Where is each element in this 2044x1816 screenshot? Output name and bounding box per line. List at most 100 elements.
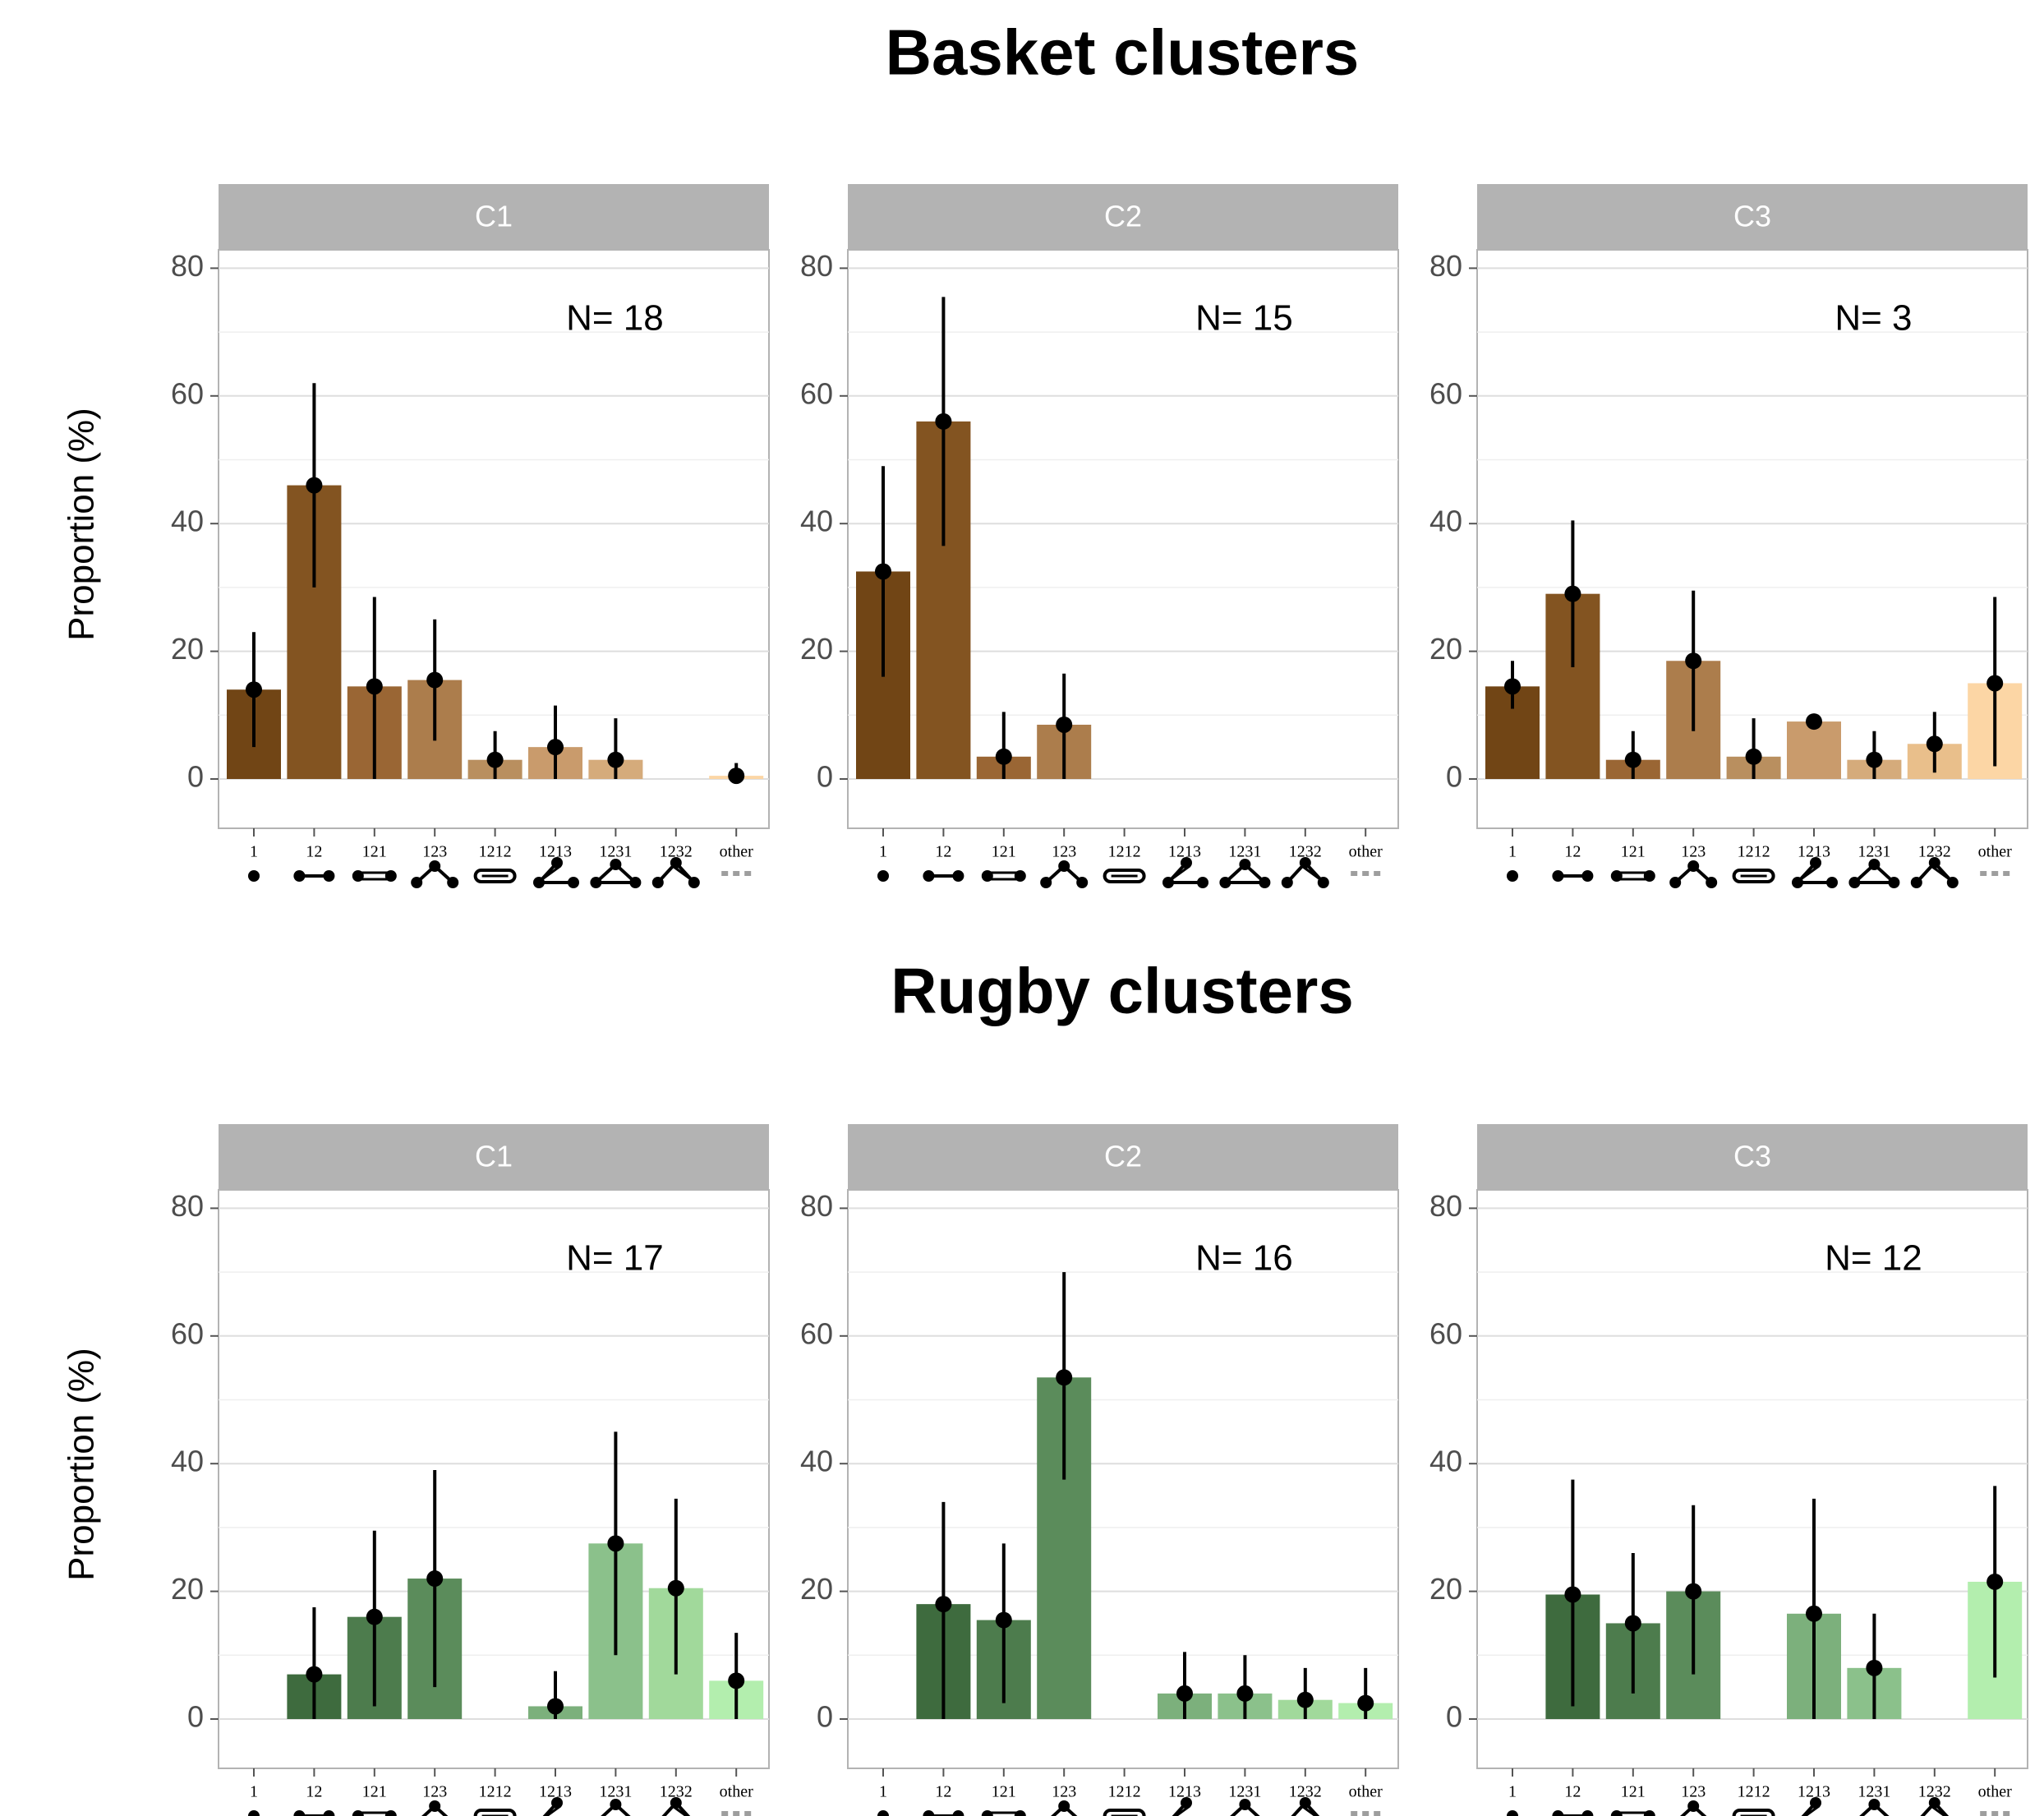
x-tick-label: 1213 [1168,1783,1201,1801]
y-tick-label: 0 [187,760,204,794]
cross-triangle-icon [533,857,579,888]
pair-icon [1552,1810,1594,1816]
y-tick-label: 80 [171,1189,204,1223]
y-tick-label: 80 [800,1189,833,1223]
point-1213 [547,739,564,756]
x-tick-label: 1231 [599,843,632,861]
triangle-cross-icon [1920,1797,1950,1816]
facet-label: C1 [475,1140,513,1173]
dot-icon [877,870,889,882]
x-tick-label: 1231 [1858,843,1890,861]
cross-triangle-icon [1792,857,1838,888]
x-tick-label: 1231 [599,1783,632,1801]
ellipsis-icon [1980,1811,2010,1816]
point-1232 [667,1579,684,1597]
point-1 [1504,678,1521,695]
y-tick-label: 0 [817,1700,833,1734]
pair-icon [1552,870,1594,882]
y-tick-label: 40 [1429,1445,1462,1478]
cross-triangle-icon [542,1797,563,1816]
dot-icon [248,870,260,882]
dot-icon [248,1810,260,1816]
sample-size-label: N= 12 [1825,1238,1922,1279]
point-121 [366,1608,383,1625]
x-tick-label: 123 [422,1783,447,1801]
x-tick-label: 12 [935,843,951,861]
x-tick-label: 12 [935,1783,951,1801]
triangle-cross-icon [1291,1797,1320,1816]
y-tick-label: 40 [800,505,833,538]
x-tick-label: 123 [1052,1783,1076,1801]
ellipsis-icon [721,871,752,876]
x-tick-label: other [1978,843,2012,861]
triangle-return-icon [1848,859,1900,888]
pair-icon [923,870,964,882]
triangle-cross-icon [1910,857,1959,888]
x-tick-label: 1232 [1289,843,1322,861]
panel-basket-c3: C3 0 20 40 60 80 1 12 121 123 1212 1213 1231 1232 othe… [1429,184,2028,888]
x-tick-label: 1231 [1858,1783,1890,1801]
facet-label: C3 [1733,1140,1771,1173]
triangle-return-icon [1859,1799,1890,1816]
triangle-open-icon [1669,860,1718,888]
panel-basket-c1: C1 0 20 40 60 80 Proportion (%) 1 12 121 123 1212 12… [62,184,770,888]
point-12 [306,1666,323,1683]
facet-label: C2 [1104,200,1142,233]
x-tick-label: 1213 [1168,843,1201,861]
point-1 [875,563,891,580]
double-reciprocal-icon [1732,1809,1775,1816]
reciprocal-pair-icon [981,870,1026,882]
triangle-cross-icon [661,1797,691,1816]
y-tick-label: 0 [1446,760,1462,794]
x-tick-label: other [720,843,753,861]
dot-icon [1507,870,1518,882]
point-121 [1624,751,1641,768]
point-123 [426,1570,444,1588]
x-tick-label: 12 [1564,843,1581,861]
y-axis-label: Proportion (%) [62,408,102,641]
x-tick-label: 121 [1621,843,1646,861]
facet-strip [848,184,1398,250]
facet-label: C3 [1733,200,1771,233]
y-tick-label: 60 [800,376,833,410]
y-tick-label: 80 [171,249,204,283]
x-tick-label: 121 [362,1783,387,1801]
triangle-open-icon [1040,860,1089,888]
x-tick-label: 12 [1564,1783,1581,1801]
x-tick-label: 1 [879,843,887,861]
x-tick-label: 1213 [1798,843,1830,861]
point-121 [995,1611,1012,1629]
y-tick-label: 20 [800,632,833,666]
y-tick-label: 40 [171,1445,204,1478]
sample-size-label: N= 16 [1195,1238,1293,1279]
x-tick-label: 1232 [1918,843,1951,861]
x-tick-label: other [1349,1783,1383,1801]
triangle-open-icon [1051,1800,1078,1816]
reciprocal-pair-icon [352,1810,397,1816]
y-tick-label: 20 [1429,632,1462,666]
point-12 [1564,585,1581,602]
point-121 [995,748,1012,765]
x-tick-label: 1231 [1228,843,1261,861]
x-tick-label: 121 [1621,1783,1646,1801]
point-1232 [1296,1691,1314,1708]
point-other [728,1672,745,1689]
point-12 [1564,1586,1581,1603]
facet-label: C1 [475,200,513,233]
reciprocal-pair-icon [1610,1810,1655,1816]
y-tick-label: 80 [800,249,833,283]
double-reciprocal-icon [1103,869,1146,883]
facet-strip [219,184,769,250]
triangle-cross-icon [651,857,700,888]
pair-icon [293,870,335,882]
section-title: Rugby clusters [891,955,1353,1027]
point-1213 [1806,713,1822,731]
point-1231 [1866,1659,1883,1676]
point-1212 [1745,748,1762,765]
point-1 [246,681,262,698]
point-1231 [1236,1685,1254,1702]
triangle-return-icon [601,1799,631,1816]
point-1231 [607,751,624,768]
panel-rugby-c1: C1 0 20 40 60 80 Proportion (%) 1 12 121 123 1212 12… [62,1124,770,1816]
triangle-return-icon [1219,859,1271,888]
